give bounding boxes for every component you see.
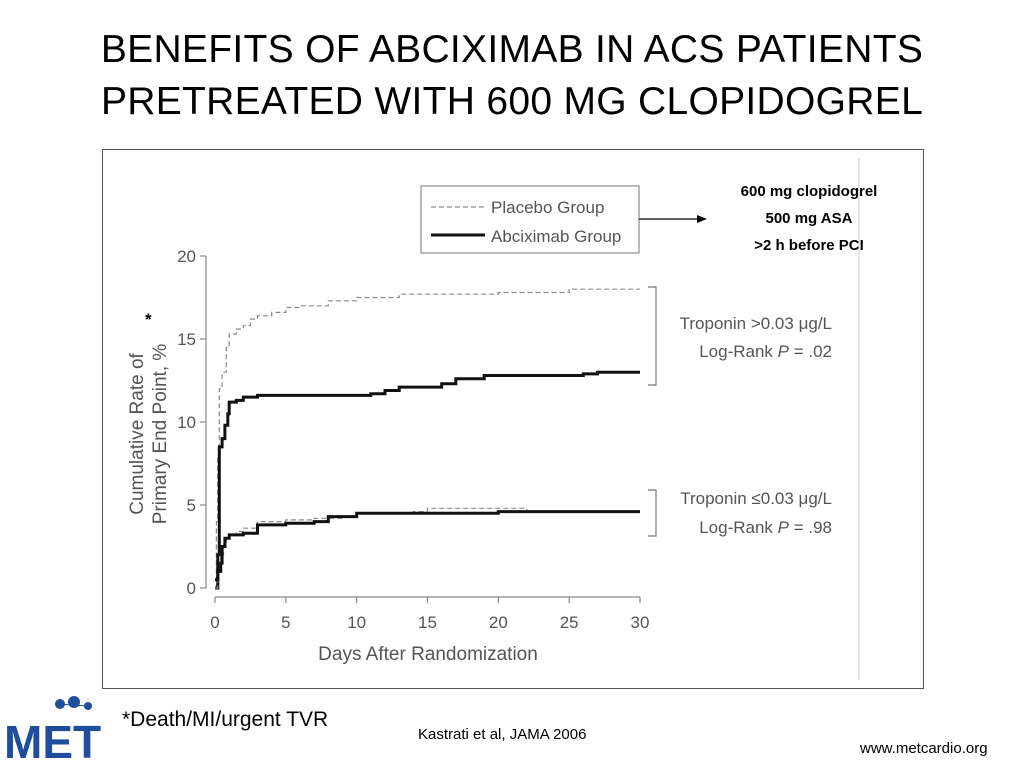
- treatment-note-line-3: >2 h before PCI: [754, 237, 864, 254]
- note-arrow: [639, 215, 707, 223]
- treatment-note: 600 mg clopidogrel 500 mg ASA >2 h befor…: [741, 183, 878, 254]
- group-bracket-high: [648, 286, 657, 386]
- x-tick-label: 25: [560, 613, 579, 632]
- y-tick-label: 5: [187, 496, 196, 515]
- abciximab-curve-high-troponin: [215, 370, 640, 590]
- title-line-1: BENEFITS OF ABCIXIMAB IN ACS PATIENTS: [100, 28, 924, 71]
- chart-series: [215, 288, 640, 590]
- group-high-logrank-label: Log-Rank P = .02: [699, 342, 832, 361]
- y-tick-label: 0: [187, 579, 196, 598]
- x-axis-label: Days After Randomization: [318, 644, 538, 665]
- logo-line: [57, 703, 89, 707]
- chart-frame: 0 5 10 15 20 0 5 10 15 20 25 30 Placebo Group Abcix…: [102, 149, 924, 689]
- chart-legend: Placebo Group Abciximab Group: [420, 185, 640, 254]
- x-tick-label: 15: [418, 613, 437, 632]
- website-url: www.metcardio.org: [860, 740, 988, 757]
- slide-title: BENEFITS OF ABCIXIMAB IN ACS PATIENTS PR…: [0, 24, 1024, 128]
- logo-text: MET: [4, 716, 101, 764]
- legend-box: [420, 185, 640, 254]
- title-line-2: PRETREATED WITH 600 MG CLOPIDOGREL: [100, 80, 924, 123]
- group-bracket-low: [648, 489, 657, 537]
- y-tick-label: 20: [177, 247, 196, 266]
- met-logo: MET: [4, 696, 101, 764]
- treatment-note-line-1: 600 mg clopidogrel: [741, 183, 878, 200]
- treatment-note-line-2: 500 mg ASA: [766, 210, 853, 227]
- y-axis-label: Cumulative Rate of Primary End Point, %: [127, 344, 171, 525]
- y-axis-label-marker: *: [145, 310, 152, 329]
- chart-axes: 0 5 10 15 20 0 5 10 15 20 25 30: [177, 247, 649, 632]
- y-tick-label: 15: [177, 330, 196, 349]
- x-tick-label: 20: [489, 613, 508, 632]
- logo-dot: [68, 696, 80, 708]
- group-low-troponin-label: Troponin ≤0.03 μg/L: [680, 489, 832, 508]
- x-tick-label: 30: [631, 613, 650, 632]
- footnote: *Death/MI/urgent TVR: [122, 708, 329, 731]
- y-axis-label-line-1: Cumulative Rate of: [127, 352, 148, 514]
- legend-placebo-label: Placebo Group: [491, 198, 604, 217]
- y-axis-label-line-2: Primary End Point, %: [150, 344, 171, 525]
- placebo-curve-low-troponin: [215, 507, 640, 589]
- placebo-curve-high-troponin: [215, 288, 640, 589]
- x-tick-label: 10: [347, 613, 366, 632]
- citation: Kastrati et al, JAMA 2006: [418, 726, 587, 743]
- abciximab-curve-low-troponin: [215, 510, 640, 582]
- group-label-low: Troponin ≤0.03 μg/L Log-Rank P = .98: [680, 489, 832, 537]
- survival-chart: 0 5 10 15 20 0 5 10 15 20 25 30 Placebo Group Abcix…: [127, 158, 878, 680]
- group-low-logrank-label: Log-Rank P = .98: [699, 518, 832, 537]
- group-high-troponin-label: Troponin >0.03 μg/L: [680, 314, 832, 333]
- y-tick-label: 10: [177, 413, 196, 432]
- x-tick-label: 0: [210, 613, 219, 632]
- group-label-high: Troponin >0.03 μg/L Log-Rank P = .02: [680, 314, 832, 361]
- x-tick-label: 5: [281, 613, 290, 632]
- legend-abciximab-label: Abciximab Group: [491, 227, 621, 246]
